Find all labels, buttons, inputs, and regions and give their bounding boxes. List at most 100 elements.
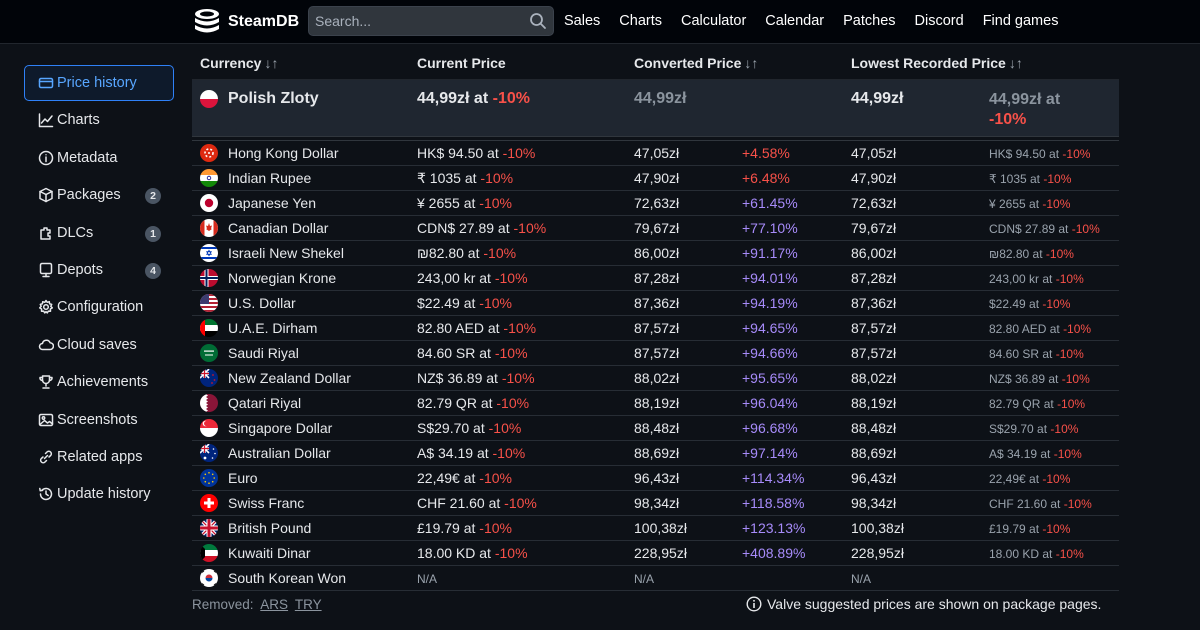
sidebar-item-configuration[interactable]: Configuration bbox=[24, 289, 174, 325]
flag-hk-icon bbox=[200, 144, 218, 162]
price-text: ₹ 1035 at bbox=[417, 170, 477, 186]
price-difference: +94.19% bbox=[742, 295, 798, 311]
current-price: ¥ 2655 at -10% bbox=[417, 195, 512, 211]
flag-kr-icon bbox=[200, 569, 218, 587]
table-row: Norwegian Krone 243,00 kr at -10% 87,28z… bbox=[192, 266, 1119, 291]
lowest-detail-discount: -10% bbox=[1053, 447, 1082, 461]
discount-text: -10% bbox=[492, 90, 530, 107]
flag-au-icon bbox=[200, 444, 218, 462]
sidebar-item-update-history[interactable]: Update history bbox=[24, 476, 174, 512]
info-icon bbox=[746, 596, 762, 612]
price-text: 243,00 kr at bbox=[417, 270, 491, 286]
flag-ca-icon bbox=[200, 219, 218, 237]
sidebar-item-related-apps[interactable]: Related apps bbox=[24, 439, 174, 475]
table-header: Currency ↓↑ Current Price Converted Price… bbox=[192, 46, 1119, 80]
currency-name: Singapore Dollar bbox=[228, 420, 333, 436]
lowest-price-detail: $22.49 at -10% bbox=[989, 297, 1070, 311]
sidebar-item-screenshots[interactable]: Screenshots bbox=[24, 402, 174, 438]
sidebar-item-price-history[interactable]: Price history bbox=[24, 65, 174, 101]
current-price: 82.79 QR at -10% bbox=[417, 395, 529, 411]
row-gap bbox=[192, 137, 1119, 141]
sort-icon[interactable]: ↓↑ bbox=[264, 55, 279, 71]
flag-ae-icon bbox=[200, 319, 218, 337]
nav-calculator[interactable]: Calculator bbox=[681, 13, 747, 29]
table-row: Singapore Dollar S$29.70 at -10% 88,48zł… bbox=[192, 416, 1119, 441]
image-icon bbox=[37, 411, 54, 428]
column-converted-price[interactable]: Converted Price ↓↑ bbox=[634, 55, 758, 71]
converted-price: 88,48zł bbox=[634, 420, 680, 436]
current-price: 82.80 AED at -10% bbox=[417, 320, 536, 336]
lowest-detail-text: ₹ 1035 at bbox=[989, 172, 1041, 186]
converted-price: 87,28zł bbox=[634, 270, 680, 286]
search-input[interactable] bbox=[309, 7, 519, 35]
nav-charts[interactable]: Charts bbox=[619, 13, 662, 29]
sidebar-item-metadata[interactable]: Metadata bbox=[24, 140, 174, 176]
sidebar-item-cloud-saves[interactable]: Cloud saves bbox=[24, 327, 174, 363]
flag-in-icon bbox=[200, 169, 218, 187]
nav-calendar[interactable]: Calendar bbox=[765, 13, 825, 29]
currency-name: Indian Rupee bbox=[228, 170, 312, 186]
currency-name: South Korean Won bbox=[228, 570, 347, 586]
sidebar: Price history Charts Metadata Packages 2 DLCs… bbox=[24, 65, 174, 514]
search-box[interactable] bbox=[308, 6, 554, 36]
flag-nz-icon bbox=[200, 369, 218, 387]
steamdb-logo[interactable]: SteamDB bbox=[192, 5, 299, 39]
price-text: 22,49€ at bbox=[417, 470, 476, 486]
link-icon bbox=[37, 448, 54, 465]
search-icon[interactable] bbox=[529, 12, 547, 30]
sidebar-item-packages[interactable]: Packages 2 bbox=[24, 177, 174, 213]
lowest-price-detail: S$29.70 at -10% bbox=[989, 422, 1078, 436]
lowest-detail-discount: -10% bbox=[1050, 422, 1079, 436]
column-lowest-price[interactable]: Lowest Recorded Price ↓↑ bbox=[851, 55, 1023, 71]
currency-name: Australian Dollar bbox=[228, 445, 331, 461]
lowest-detail-discount: -10% bbox=[1055, 347, 1084, 361]
sidebar-item-depots[interactable]: Depots 4 bbox=[24, 252, 174, 288]
lowest-price: 100,38zł bbox=[851, 520, 904, 536]
highlight-lowest-detail: 44,99zł at -10% bbox=[989, 90, 1060, 130]
discount-text: -10% bbox=[479, 470, 512, 486]
nav-find-games[interactable]: Find games bbox=[982, 13, 1059, 29]
currency-name: Norwegian Krone bbox=[228, 270, 337, 286]
nav-patches[interactable]: Patches bbox=[843, 13, 896, 29]
price-difference: +91.17% bbox=[742, 245, 798, 261]
currency-name: Qatari Riyal bbox=[228, 395, 302, 411]
converted-price: 88,19zł bbox=[634, 395, 680, 411]
sidebar-item-charts[interactable]: Charts bbox=[24, 102, 174, 138]
converted-price: 88,69zł bbox=[634, 445, 680, 461]
lowest-price-detail: NZ$ 36.89 at -10% bbox=[989, 372, 1090, 386]
discount-text: -10% bbox=[479, 520, 512, 536]
flag-eu-icon bbox=[200, 469, 218, 487]
sidebar-item-achievements[interactable]: Achievements bbox=[24, 364, 174, 400]
converted-price: 98,34zł bbox=[634, 495, 680, 511]
lowest-detail-discount: -10% bbox=[989, 111, 1027, 128]
current-price: S$29.70 at -10% bbox=[417, 420, 521, 436]
lowest-detail-text: NZ$ 36.89 at bbox=[989, 372, 1059, 386]
current-price: 243,00 kr at -10% bbox=[417, 270, 528, 286]
lowest-price-detail: 84.60 SR at -10% bbox=[989, 347, 1084, 361]
converted-price: 86,00zł bbox=[634, 245, 680, 261]
sort-icon[interactable]: ↓↑ bbox=[744, 55, 759, 71]
column-label: Converted Price bbox=[634, 55, 742, 71]
sidebar-item-dlcs[interactable]: DLCs 1 bbox=[24, 215, 174, 251]
current-price: 84.60 SR at -10% bbox=[417, 345, 528, 361]
flag-sg-icon bbox=[200, 419, 218, 437]
currency-name: U.S. Dollar bbox=[228, 295, 296, 311]
removed-ars-link[interactable]: ARS bbox=[260, 597, 289, 612]
nav-sales[interactable]: Sales bbox=[564, 13, 601, 29]
flag-qa-icon bbox=[200, 394, 218, 412]
lowest-detail-text: CHF 21.60 at bbox=[989, 497, 1061, 511]
converted-price: 87,57zł bbox=[634, 320, 680, 336]
sort-icon[interactable]: ↓↑ bbox=[1008, 55, 1023, 71]
lowest-detail-text: 82.79 QR at bbox=[989, 397, 1054, 411]
column-currency[interactable]: Currency ↓↑ bbox=[200, 55, 278, 71]
table-row: Japanese Yen ¥ 2655 at -10% 72,63zł +61.… bbox=[192, 191, 1119, 216]
price-difference: +77.10% bbox=[742, 220, 798, 236]
lowest-price: 88,02zł bbox=[851, 370, 897, 386]
lowest-detail-discount: -10% bbox=[1042, 197, 1071, 211]
removed-try-link[interactable]: TRY bbox=[294, 597, 322, 612]
nav-discord[interactable]: Discord bbox=[914, 13, 964, 29]
flag-kw-icon bbox=[200, 544, 218, 562]
table-row: Euro 22,49€ at -10% 96,43zł +114.34% 96,… bbox=[192, 466, 1119, 491]
lowest-price-detail: CDN$ 27.89 at -10% bbox=[989, 222, 1100, 236]
lowest-price-detail: ₹ 1035 at -10% bbox=[989, 172, 1071, 186]
